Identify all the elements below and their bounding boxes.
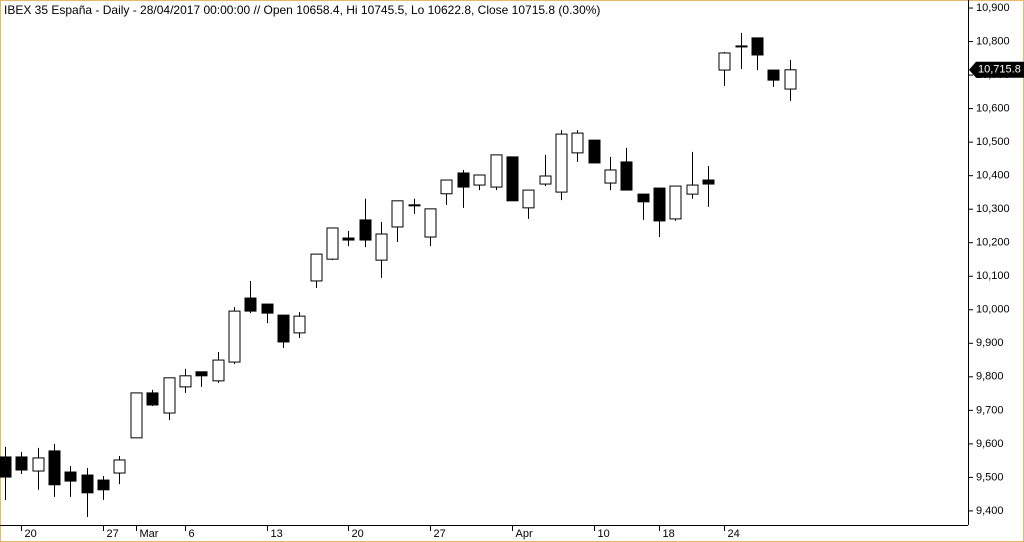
- y-tick-label: 10,800: [976, 35, 1010, 47]
- candle-body: [555, 133, 568, 193]
- y-tick-label: 9,900: [976, 337, 1004, 349]
- candle-body: [32, 457, 45, 472]
- candle-body: [375, 233, 388, 261]
- x-tick-label: 13: [271, 528, 283, 540]
- y-tick-label: 10,600: [976, 103, 1010, 115]
- candle-body: [97, 479, 110, 491]
- candle-body: [702, 179, 715, 185]
- candle-body: [163, 377, 176, 414]
- candle-body: [490, 154, 503, 188]
- x-tick-label: Apr: [516, 528, 533, 540]
- x-tick-label: 27: [107, 528, 119, 540]
- candle-body: [342, 237, 355, 241]
- candle-body: [653, 187, 666, 222]
- y-tick-label: 10,100: [976, 270, 1010, 282]
- candle-body: [669, 185, 682, 220]
- candle-body: [48, 450, 61, 486]
- candle-body: [391, 200, 404, 228]
- y-tick-label: 10,900: [976, 2, 1010, 14]
- candle-body: [588, 139, 601, 164]
- candle-body: [64, 471, 77, 482]
- x-tick-label: 10: [598, 528, 610, 540]
- last-price-tag: [969, 61, 1024, 78]
- candle-body: [424, 208, 437, 238]
- candle-body: [571, 132, 584, 154]
- y-tick-label: 9,600: [976, 438, 1004, 450]
- x-tick-label: 20: [352, 528, 364, 540]
- candle-body: [718, 52, 731, 71]
- candle-body: [212, 359, 225, 382]
- candle-body: [440, 179, 453, 195]
- candle-body: [326, 227, 339, 260]
- y-tick-label: 9,800: [976, 371, 1004, 383]
- y-tick-label: 9,700: [976, 404, 1004, 416]
- y-tick-label: 10,400: [976, 170, 1010, 182]
- y-tick-label: 9,400: [976, 505, 1004, 517]
- candle-body: [146, 392, 159, 406]
- candle-body: [784, 69, 797, 90]
- candle-body: [539, 175, 552, 185]
- last-price-label: 10,715.8: [978, 64, 1021, 76]
- y-tick-label: 9,500: [976, 471, 1004, 483]
- candle-body: [293, 315, 306, 334]
- candle-body: [277, 314, 290, 343]
- candle-body: [244, 297, 257, 312]
- candle-body: [261, 303, 274, 314]
- candle-body: [735, 45, 748, 48]
- candle-body: [195, 371, 208, 377]
- candle-body: [0, 456, 12, 478]
- y-tick-label: 10,500: [976, 136, 1010, 148]
- x-tick-label: 24: [728, 528, 740, 540]
- candle-body: [506, 156, 519, 202]
- candle-body: [767, 69, 780, 81]
- candle-body: [408, 204, 421, 207]
- candle-body: [15, 456, 28, 471]
- candle-body: [457, 172, 470, 188]
- x-tick-label: 20: [25, 528, 37, 540]
- x-tick-label: 6: [189, 528, 195, 540]
- candle-body: [81, 474, 94, 494]
- candle-body: [473, 174, 486, 186]
- x-tick-label: 27: [434, 528, 446, 540]
- chart-title: IBEX 35 España - Daily - 28/04/2017 00:0…: [4, 3, 600, 17]
- candle-body: [130, 392, 143, 439]
- candle-body: [113, 459, 126, 474]
- candle-body: [751, 37, 764, 56]
- x-tick-label: 18: [663, 528, 675, 540]
- candle-body: [522, 189, 535, 209]
- candle-body: [637, 193, 650, 203]
- x-tick-label: Mar: [140, 528, 159, 540]
- candle-body: [620, 161, 633, 191]
- candle-body: [310, 253, 323, 282]
- candle-body: [359, 219, 372, 241]
- y-tick-label: 10,000: [976, 304, 1010, 316]
- candle-body: [179, 375, 192, 388]
- candle-body: [228, 310, 241, 363]
- candle-body: [604, 169, 617, 184]
- y-tick-label: 10,300: [976, 203, 1010, 215]
- y-tick-label: 10,200: [976, 237, 1010, 249]
- candle-body: [686, 184, 699, 195]
